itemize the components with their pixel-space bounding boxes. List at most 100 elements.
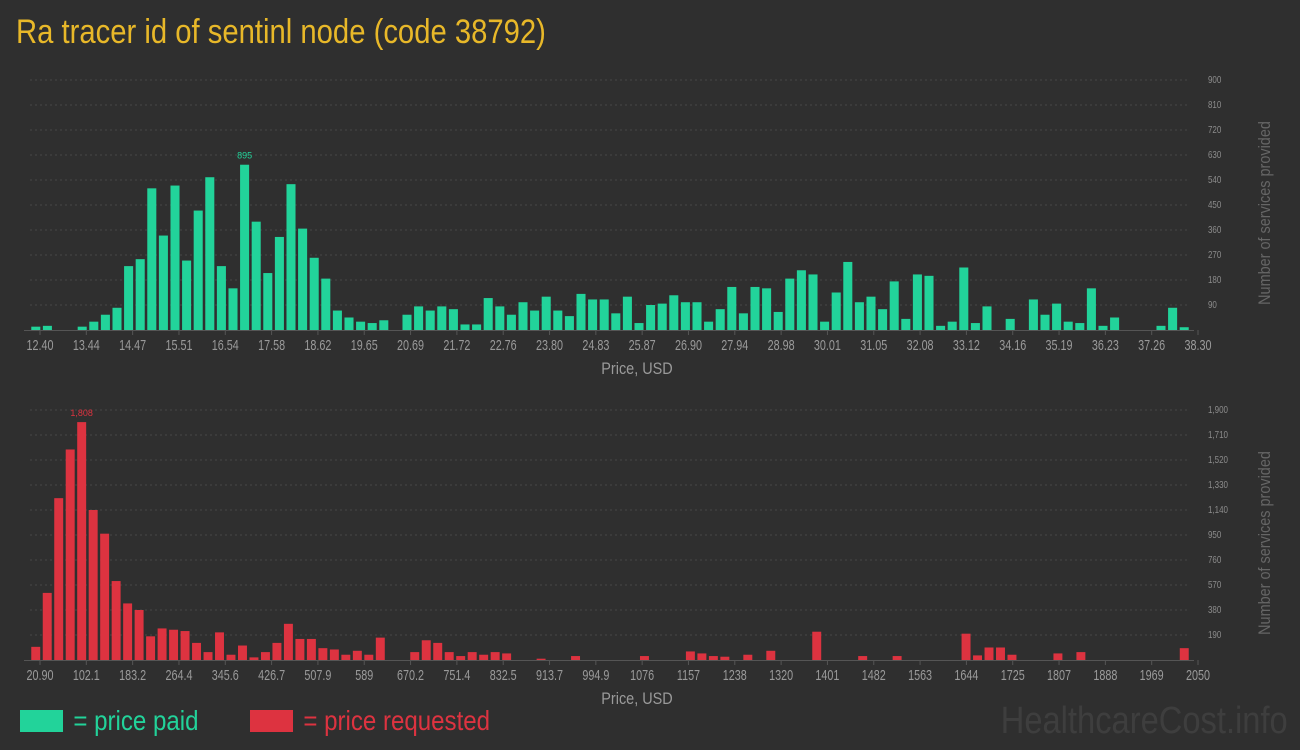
bar [1040,314,1050,330]
bar [1063,321,1073,330]
bar [286,184,296,330]
bar [157,628,167,660]
x-tick-label: 24.83 [582,336,609,353]
y-tick-label: 1,710 [1208,429,1228,440]
bar [237,645,247,660]
bar [984,647,994,660]
bar [456,656,466,660]
bar [1179,648,1189,660]
bar [433,642,443,660]
bar [889,281,899,330]
x-tick-label: 22.76 [490,336,517,353]
x-tick-label: 589 [355,666,373,683]
bar [750,286,760,330]
bar [263,273,273,330]
y-tick-label: 180 [1208,274,1221,285]
x-tick-label: 832.5 [490,666,517,683]
y-tick-label: 90 [1208,299,1217,310]
bar [295,638,305,660]
bar [961,633,971,660]
bar [727,286,737,330]
bar [1053,653,1063,660]
y-tick-label: 540 [1208,174,1221,185]
y-tick-label: 950 [1208,529,1221,540]
bar [100,533,110,660]
bar [467,652,477,660]
x-tick-label: 27.94 [721,336,748,353]
y-tick-label: 630 [1208,149,1221,160]
bar [808,274,818,330]
bar [89,321,99,330]
x-tick-label: 38.30 [1185,336,1212,353]
page-title: Ra tracer id of sentinl node (code 38792… [16,13,546,51]
watermark: HealthcareCost.info [1000,700,1288,742]
legend-swatch-paid [20,710,63,732]
bar [203,652,213,660]
bar [854,302,864,330]
bar [936,325,946,330]
bar [738,313,748,330]
y-tick-label: 900 [1208,74,1221,85]
bar [112,307,122,330]
x-tick-label: 1320 [769,666,793,683]
bar [444,652,454,660]
x-tick-label: 34.16 [999,336,1026,353]
bar [1098,325,1108,330]
bar [170,185,180,330]
x-tick-label: 1725 [1001,666,1025,683]
x-tick-label: 35.19 [1046,336,1073,353]
bar [169,629,179,660]
y-tick-label: 190 [1208,629,1221,640]
x-tick-label: 20.69 [397,336,424,353]
x-tick-label: 2050 [1186,666,1210,683]
bar [843,261,853,330]
bar [536,658,546,660]
paid-histogram: 90 180 270 360 450 540 630 720 810 900 895 12.40 13.… [24,74,1274,378]
bar [460,324,470,330]
bar [669,295,679,330]
bar [321,278,331,330]
bar [553,310,563,330]
bar [402,314,412,330]
bar [773,311,783,330]
y-tick-label: 380 [1208,604,1221,615]
x-tick-label: 25.87 [629,336,656,353]
bar [249,657,259,660]
bar [576,293,586,330]
requested-histogram: 190 380 570 760 950 1,140 1,330 1,520 1,710 1,900… [24,404,1274,708]
x-tick-label: 345.6 [212,666,239,683]
x-tick-label: 12.40 [27,336,54,353]
x-tick-label: 13.44 [73,336,100,353]
x-tick-label: 1807 [1047,666,1071,683]
bar [762,288,772,330]
bar [680,302,690,330]
x-tick-label: 30.01 [814,336,841,353]
bar [812,631,822,660]
legend-price-paid: = price paid [20,704,198,738]
bar [646,305,656,330]
bar [634,323,644,330]
y-tick-label: 1,520 [1208,454,1228,465]
bar [1086,288,1096,330]
peak-value-label: 895 [237,151,252,161]
bar [180,631,190,660]
bar [530,310,540,330]
bar [228,288,238,330]
x-tick-label: 913.7 [536,666,563,683]
bar [1179,327,1189,330]
bar [704,321,714,330]
bar [425,310,435,330]
y-tick-label: 760 [1208,554,1221,565]
bar [123,603,133,660]
bar [715,309,725,330]
bar [622,296,632,330]
bar [341,654,351,660]
bar [490,652,500,660]
bar [692,302,702,330]
bar [240,164,250,330]
bar [158,235,168,330]
y-tick-label: 450 [1208,199,1221,210]
x-axis-title: Price, USD [601,690,672,708]
bar [639,656,649,660]
